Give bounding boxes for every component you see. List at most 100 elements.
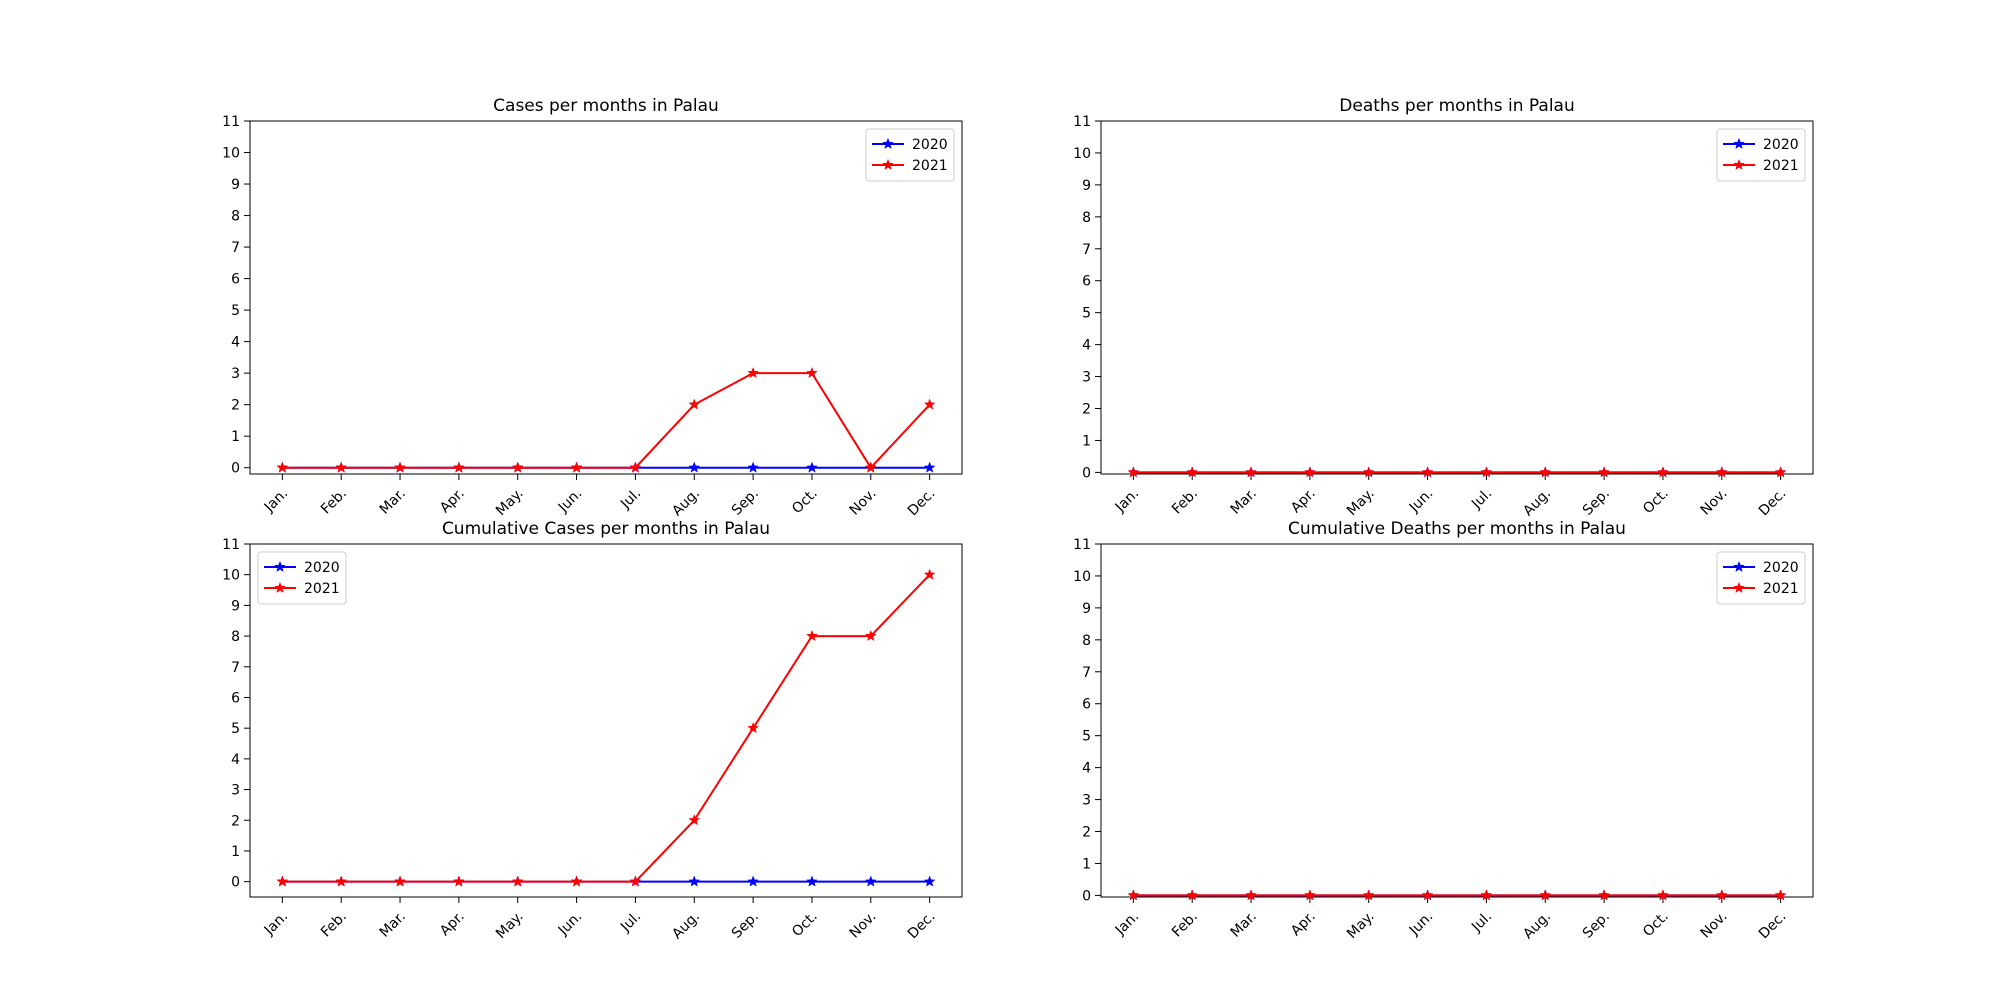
legend-marker — [1733, 158, 1745, 171]
series-2021 — [276, 366, 936, 473]
y-tick-label: 5 — [231, 721, 240, 737]
y-tick-label: 10 — [222, 568, 240, 584]
data-point — [629, 875, 642, 887]
legend-marker — [274, 560, 286, 573]
data-point — [1480, 466, 1493, 478]
legend-label: 2020 — [912, 137, 948, 153]
data-point — [452, 461, 465, 473]
legend-label: 2021 — [1763, 581, 1799, 597]
legend-marker — [1733, 560, 1745, 573]
data-point — [806, 366, 818, 379]
data-point — [1657, 889, 1669, 901]
data-point — [806, 875, 818, 887]
legend-label: 2020 — [1763, 137, 1799, 153]
data-point — [1774, 466, 1787, 478]
y-tick-label: 3 — [231, 783, 240, 799]
y-tick-label: 6 — [1082, 697, 1091, 713]
data-point — [1127, 889, 1140, 901]
y-tick-label: 11 — [222, 537, 240, 553]
y-tick-label: 9 — [1082, 601, 1091, 617]
legend-label: 2021 — [912, 158, 948, 174]
y-tick-label: 0 — [231, 875, 240, 891]
data-point — [688, 461, 701, 473]
y-tick-label: 4 — [1082, 761, 1091, 777]
data-point — [570, 875, 583, 887]
data-point — [1127, 466, 1140, 478]
data-point — [1598, 466, 1611, 478]
data-point — [1245, 889, 1257, 901]
y-tick-label: 8 — [231, 629, 240, 645]
y-tick-label: 11 — [1073, 114, 1091, 130]
chart-title: Cumulative Cases per months in Palau — [442, 519, 770, 539]
data-point — [923, 461, 936, 473]
legend-marker — [882, 137, 894, 150]
series-2021 — [276, 568, 936, 887]
data-point — [1303, 466, 1316, 478]
data-point — [688, 875, 701, 887]
series-2021 — [1127, 466, 1787, 478]
legend: 2020 2021 — [1716, 128, 1806, 182]
data-point — [1245, 466, 1257, 478]
data-point — [864, 629, 877, 642]
data-point — [747, 721, 760, 734]
series-line — [282, 372, 931, 469]
y-tick-label: 3 — [1082, 793, 1091, 809]
data-point — [1186, 889, 1199, 901]
legend: 2020 2021 — [865, 128, 955, 182]
data-point — [923, 875, 936, 887]
data-point — [688, 814, 701, 826]
chart-title: Cumulative Deaths per months in Palau — [1288, 519, 1626, 539]
data-point — [394, 875, 406, 887]
data-point — [1303, 889, 1316, 901]
data-point — [1186, 466, 1199, 478]
y-tick-label: 10 — [1073, 146, 1091, 162]
data-point — [806, 629, 818, 642]
y-tick-label: 6 — [231, 690, 240, 706]
axes-frame — [1100, 543, 1814, 898]
axes-frame — [249, 543, 963, 898]
y-tick-label: 2 — [1082, 825, 1091, 841]
data-point — [570, 461, 583, 473]
y-tick-label: 4 — [1082, 338, 1091, 354]
data-point — [864, 461, 877, 473]
axes-frame — [1100, 120, 1814, 475]
axes-frame — [249, 120, 963, 475]
legend-label: 2021 — [304, 581, 340, 597]
data-point — [335, 461, 348, 473]
y-tick-label: 7 — [231, 660, 240, 676]
y-tick-label: 0 — [1082, 465, 1091, 481]
data-point — [335, 875, 348, 887]
series-line — [282, 574, 931, 883]
y-tick-label: 1 — [231, 844, 240, 860]
data-point — [1362, 466, 1375, 478]
y-tick-label: 10 — [1073, 569, 1091, 585]
chart-title: Cases per months in Palau — [493, 96, 719, 116]
data-point — [1421, 889, 1434, 901]
y-tick-label: 2 — [231, 398, 240, 414]
legend-marker — [274, 581, 286, 594]
data-point — [1480, 889, 1493, 901]
y-tick-label: 9 — [231, 598, 240, 614]
y-tick-label: 6 — [231, 272, 240, 288]
legend-label: 2020 — [1763, 560, 1799, 576]
y-tick-label: 8 — [1082, 210, 1091, 226]
y-tick-label: 8 — [1082, 633, 1091, 649]
data-point — [923, 398, 936, 410]
data-point — [394, 461, 406, 473]
data-point — [511, 461, 524, 473]
y-tick-label: 0 — [1082, 888, 1091, 904]
chart-title: Deaths per months in Palau — [1339, 96, 1574, 116]
y-tick-label: 11 — [1073, 537, 1091, 553]
data-point — [1715, 466, 1728, 478]
y-tick-label: 10 — [222, 146, 240, 162]
y-tick-label: 2 — [231, 813, 240, 829]
legend: 2020 2021 — [257, 551, 347, 605]
y-tick-label: 4 — [231, 335, 240, 351]
legend-label: 2021 — [1763, 158, 1799, 174]
data-point — [511, 875, 524, 887]
data-point — [1598, 889, 1611, 901]
y-tick-label: 9 — [231, 177, 240, 193]
y-tick-label: 7 — [1082, 242, 1091, 258]
y-tick-label: 7 — [231, 240, 240, 256]
